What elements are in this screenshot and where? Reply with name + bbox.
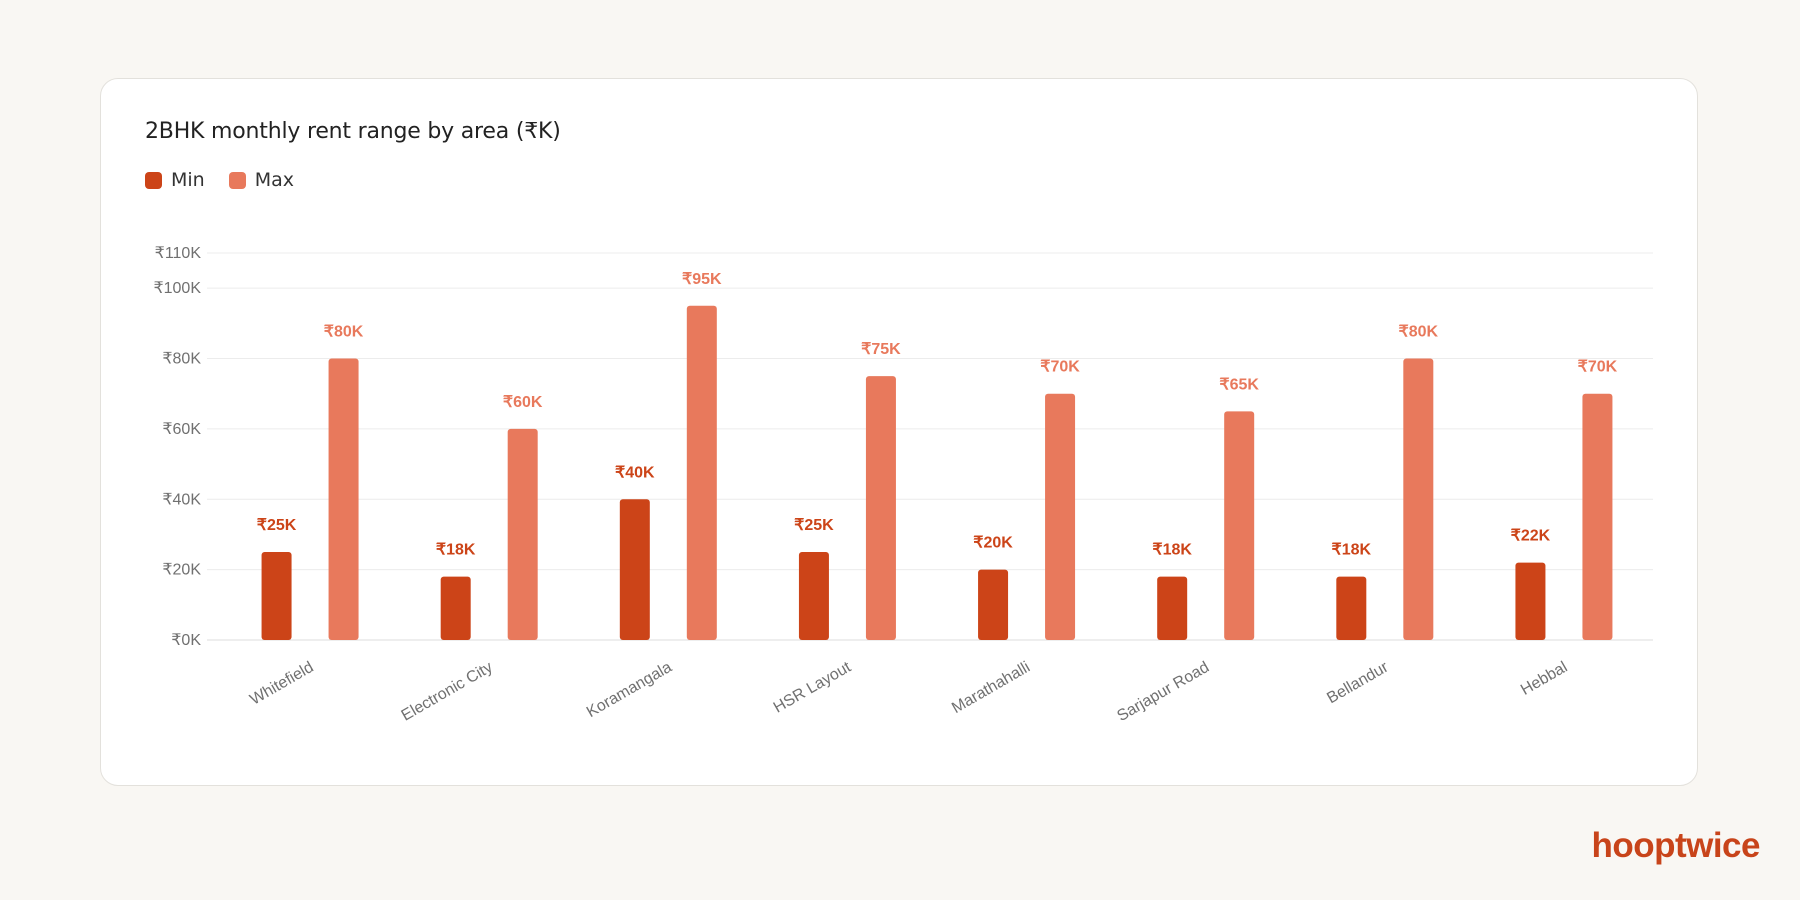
data-label-max: ₹95K bbox=[682, 271, 722, 288]
legend-swatch-min bbox=[145, 171, 162, 189]
bar-max bbox=[1224, 411, 1255, 640]
bar-max bbox=[1582, 393, 1613, 640]
data-label-min: ₹25K bbox=[794, 517, 834, 534]
bar-max bbox=[686, 305, 717, 640]
bar-max bbox=[1045, 393, 1076, 640]
data-label-max: ₹70K bbox=[1578, 359, 1618, 376]
chart-card: 2BHK monthly rent range by area (₹K) Min… bbox=[100, 78, 1698, 786]
bar-max bbox=[865, 376, 896, 640]
legend-label-max: Max bbox=[254, 169, 294, 191]
data-label-min: ₹18K bbox=[1152, 542, 1192, 559]
y-tick-label: ₹100K bbox=[153, 280, 201, 297]
data-label-max: ₹80K bbox=[324, 324, 364, 341]
data-label-max: ₹70K bbox=[1040, 359, 1080, 376]
data-label-min: ₹25K bbox=[257, 517, 297, 534]
y-tick-label: ₹110K bbox=[155, 245, 202, 262]
legend-item-max: Max bbox=[228, 169, 294, 191]
y-tick-label: ₹0K bbox=[171, 632, 201, 649]
chart-title: 2BHK monthly rent range by area (₹K) bbox=[145, 119, 561, 144]
bar-min bbox=[1157, 576, 1188, 640]
legend-item-min: Min bbox=[145, 169, 205, 191]
bar-min bbox=[261, 552, 292, 640]
bar-min bbox=[619, 499, 650, 640]
brand-logo: hooptwice bbox=[1591, 826, 1760, 865]
data-label-min: ₹18K bbox=[1332, 542, 1372, 559]
y-tick-label: ₹20K bbox=[162, 562, 201, 579]
bar-min bbox=[1515, 562, 1546, 640]
bar-max bbox=[1403, 358, 1434, 640]
x-tick-label: Electronic City bbox=[399, 659, 496, 725]
data-label-min: ₹18K bbox=[436, 542, 476, 559]
x-tick-label: HSR Layout bbox=[771, 658, 855, 716]
x-tick-label: Sarjapur Road bbox=[1114, 659, 1212, 725]
data-label-min: ₹22K bbox=[1511, 528, 1551, 545]
legend-label-min: Min bbox=[171, 169, 205, 191]
y-tick-label: ₹40K bbox=[162, 491, 201, 508]
data-label-min: ₹40K bbox=[615, 464, 655, 481]
data-label-max: ₹80K bbox=[1399, 324, 1439, 341]
bar-chart: ₹0K ₹20K ₹40K ₹60K ₹80K ₹100K ₹110K ₹25K ₹80K Whi… bbox=[153, 245, 1653, 725]
x-tick-label: Hebbal bbox=[1518, 659, 1570, 699]
x-tick-label: Koramangala bbox=[584, 659, 675, 721]
data-label-max: ₹75K bbox=[861, 341, 901, 358]
bar-min bbox=[440, 576, 471, 640]
legend: Min Max bbox=[145, 169, 294, 191]
data-label-min: ₹20K bbox=[973, 535, 1013, 552]
x-tick-label: Whitefield bbox=[247, 659, 316, 709]
bar-max bbox=[507, 428, 538, 640]
bar-max bbox=[328, 358, 359, 640]
bar-min bbox=[1336, 576, 1367, 640]
legend-swatch-max bbox=[228, 171, 246, 189]
bar-min bbox=[798, 552, 829, 640]
y-tick-label: ₹60K bbox=[162, 421, 201, 438]
data-label-max: ₹60K bbox=[503, 394, 543, 411]
x-tick-label: Bellandur bbox=[1324, 658, 1392, 707]
y-tick-label: ₹80K bbox=[162, 351, 201, 368]
bar-min bbox=[978, 569, 1009, 640]
data-label-max: ₹65K bbox=[1219, 376, 1259, 393]
x-tick-label: Marathahalli bbox=[949, 659, 1033, 717]
